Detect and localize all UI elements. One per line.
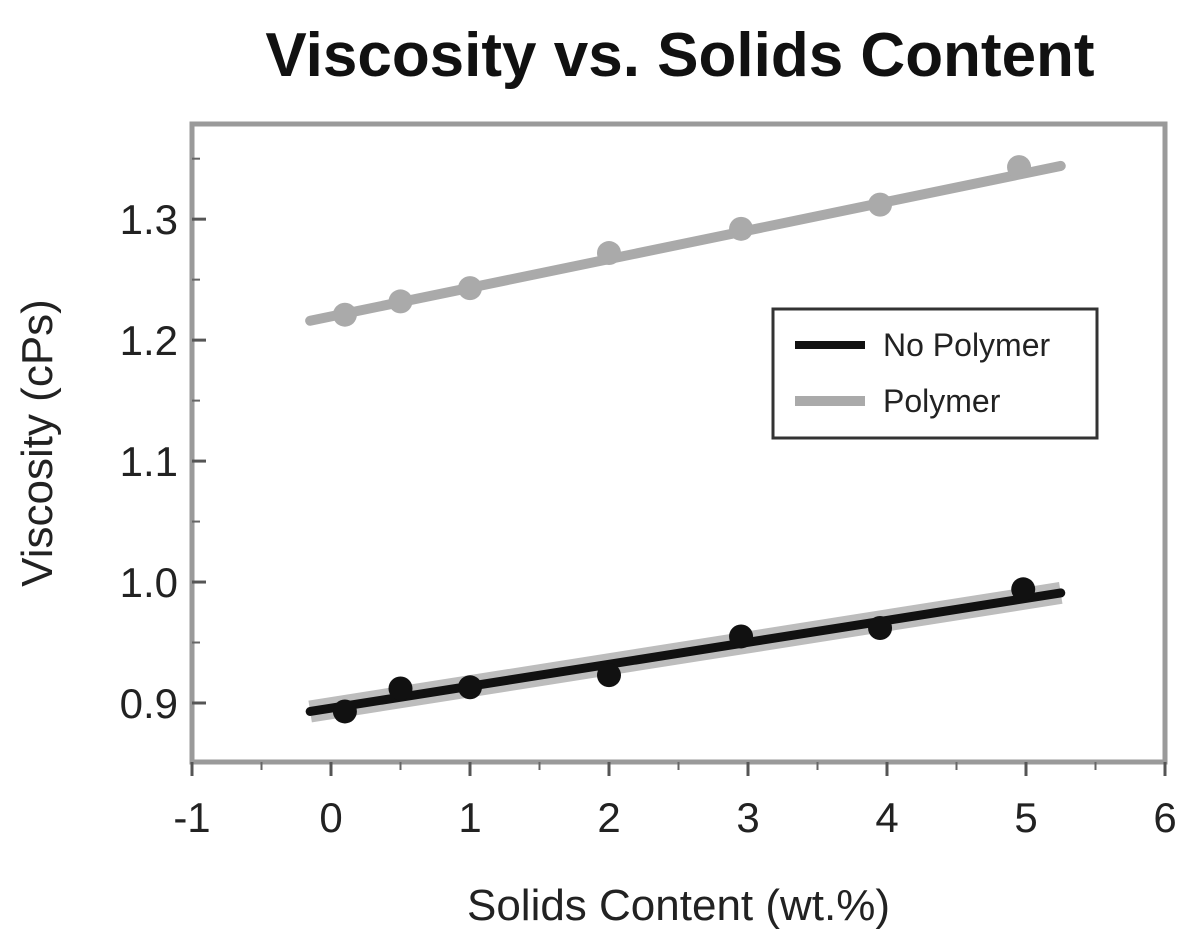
data-point-no-polymer	[458, 675, 482, 699]
data-point-polymer	[729, 217, 753, 241]
x-tick-label: 0	[319, 794, 342, 841]
y-axis-label: Viscosity (cPs)	[13, 299, 62, 587]
data-point-polymer	[1007, 155, 1031, 179]
legend-label: No Polymer	[883, 327, 1051, 363]
data-point-no-polymer	[389, 676, 413, 700]
legend-label: Polymer	[883, 383, 1001, 419]
x-tick-label: 2	[597, 794, 620, 841]
y-tick-label: 1.1	[120, 438, 178, 485]
x-tick-label: 3	[736, 794, 759, 841]
x-tick-label: 5	[1014, 794, 1037, 841]
data-point-polymer	[333, 303, 357, 327]
x-tick-label: 1	[458, 794, 481, 841]
y-tick-label: 1.3	[120, 196, 178, 243]
data-point-no-polymer	[597, 663, 621, 687]
x-tick-label: 4	[875, 794, 898, 841]
data-point-no-polymer	[729, 624, 753, 648]
data-point-no-polymer	[868, 616, 892, 640]
x-tick-label: 6	[1153, 794, 1176, 841]
fit-line-polymer	[310, 166, 1061, 321]
data-point-no-polymer	[1011, 577, 1035, 601]
data-point-polymer	[389, 289, 413, 313]
x-axis-label: Solids Content (wt.%)	[467, 881, 890, 930]
plot-frame	[192, 124, 1165, 762]
data-point-polymer	[868, 193, 892, 217]
data-point-polymer	[458, 276, 482, 300]
y-tick-label: 1.0	[120, 559, 178, 606]
x-tick-label: -1	[173, 794, 210, 841]
fit-line-no-polymer	[310, 593, 1061, 712]
y-tick-label: 1.2	[120, 317, 178, 364]
y-tick-label: 0.9	[120, 680, 178, 727]
data-point-polymer	[597, 241, 621, 265]
data-point-no-polymer	[333, 699, 357, 723]
